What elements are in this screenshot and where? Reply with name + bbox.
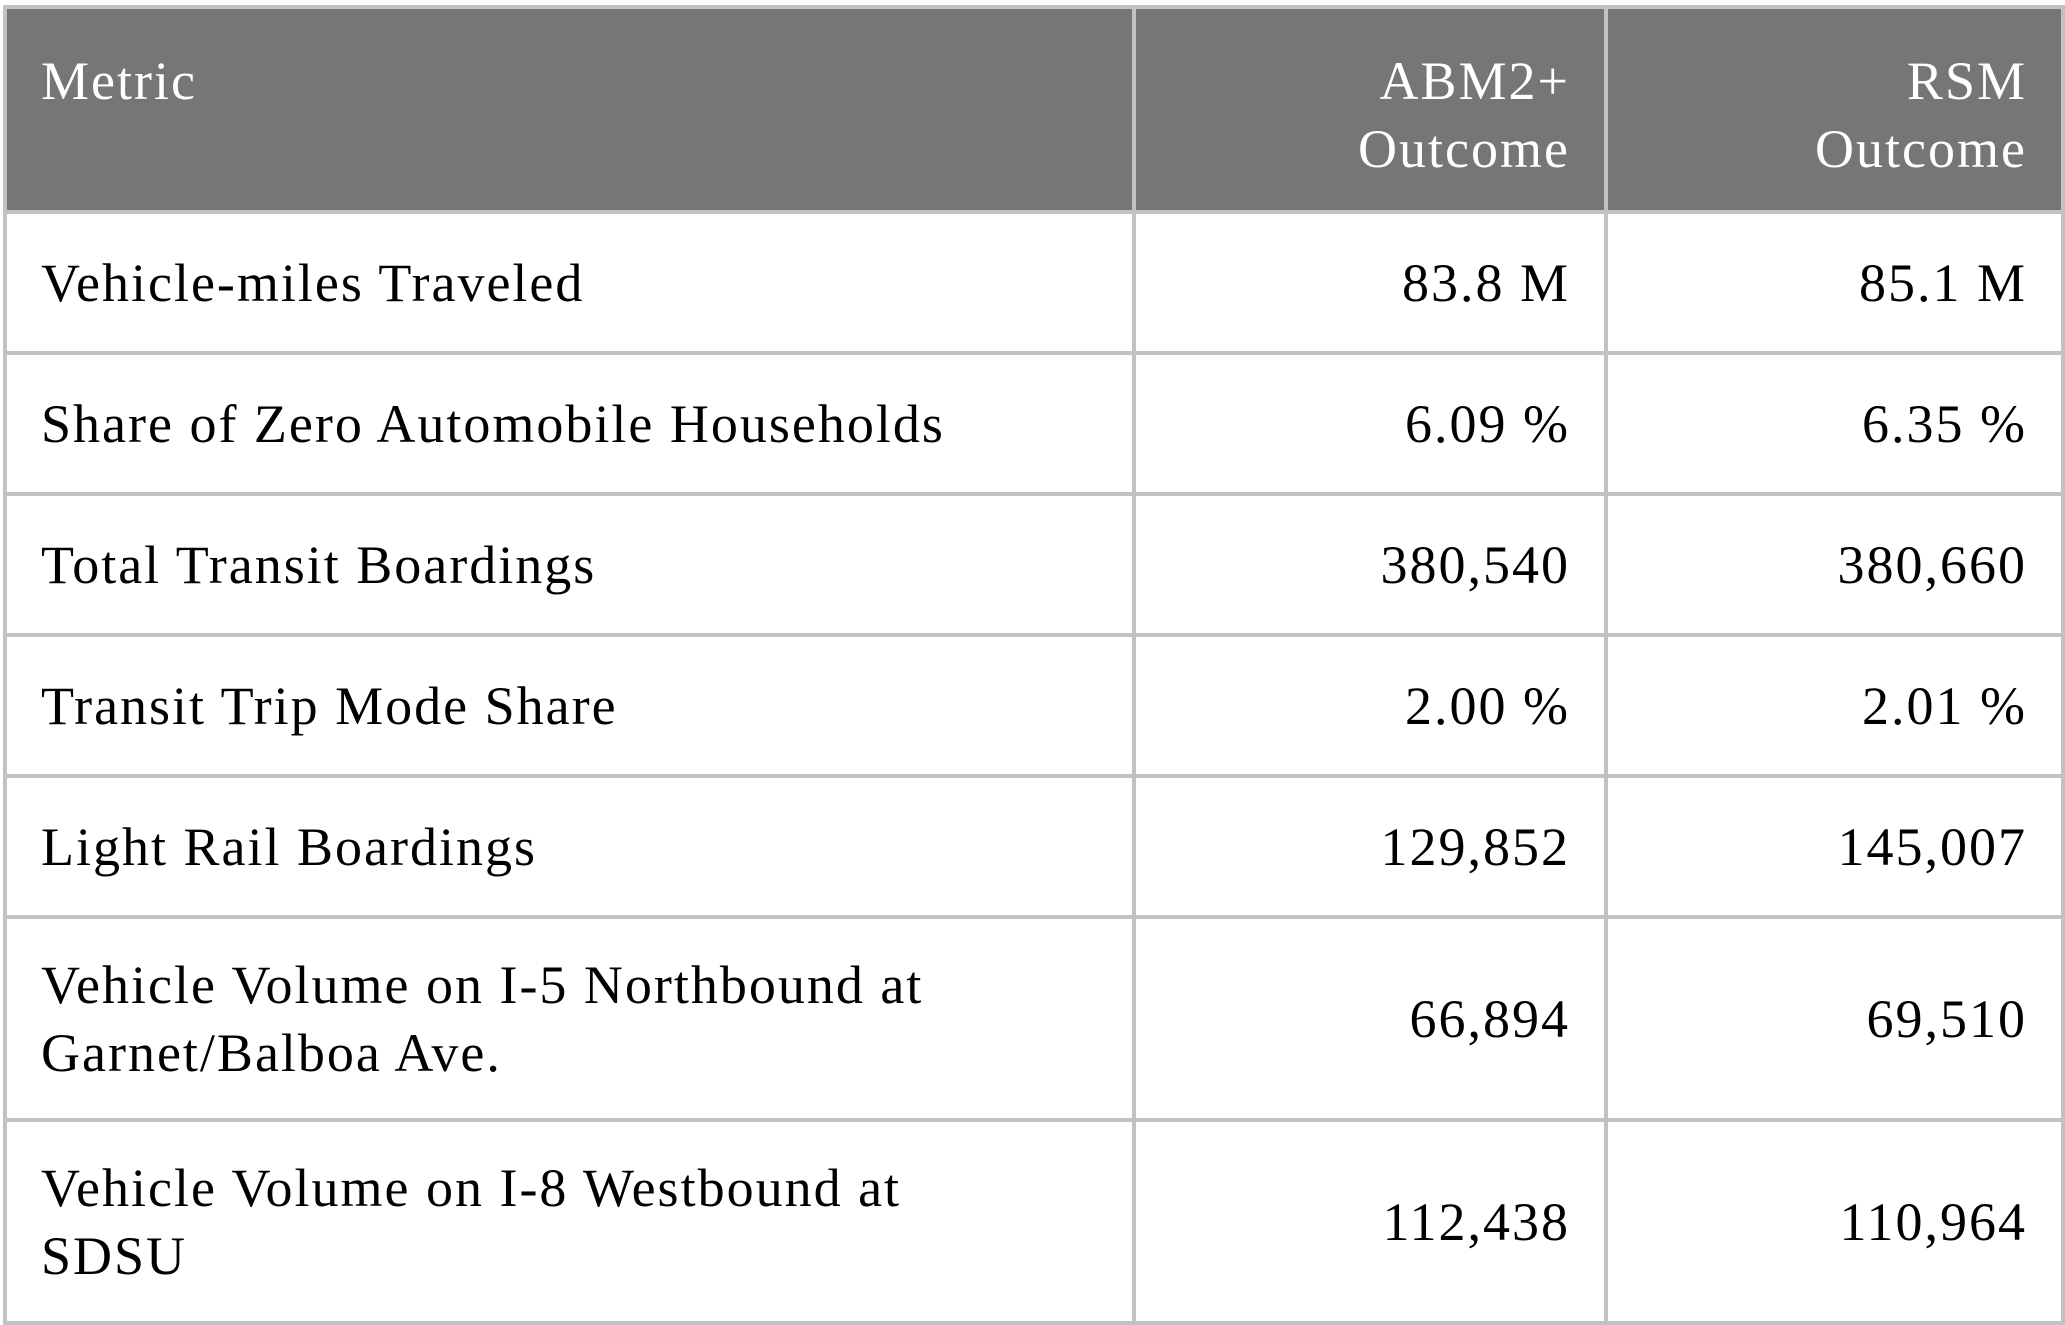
metric-name: Light Rail Boardings <box>41 816 537 877</box>
table-row: Vehicle Volume on I-5 Northbound at Garn… <box>3 915 2065 1122</box>
abm-value-cell: 66,894 <box>1132 915 1608 1122</box>
header-metric-label: Metric <box>41 51 197 111</box>
header-row: Metric ABM2+ Outcome RSM Outcome <box>3 5 2065 214</box>
metric-name-line-1: Vehicle Volume on I-5 Northbound at <box>41 954 924 1015</box>
metric-name-cell: Total Transit Boardings <box>3 492 1136 637</box>
abm-value-cell: 129,852 <box>1132 774 1608 919</box>
abm-value-cell: 2.00 % <box>1132 633 1608 778</box>
table-body: Vehicle-miles Traveled 83.8 M 85.1 M Sha… <box>3 210 2065 1325</box>
rsm-value-cell: 85.1 M <box>1604 210 2065 355</box>
metric-name-cell: Vehicle Volume on I-5 Northbound at Garn… <box>3 915 1136 1122</box>
metric-name-line-2: Garnet/Balboa Ave. <box>41 1022 502 1083</box>
rsm-value-cell: 69,510 <box>1604 915 2065 1122</box>
header-abm-outcome: ABM2+ Outcome <box>1132 5 1608 214</box>
header-metric: Metric <box>3 5 1136 214</box>
metric-name: Transit Trip Mode Share <box>41 675 618 736</box>
metric-name: Share of Zero Automobile Households <box>41 393 945 454</box>
rsm-value-cell: 6.35 % <box>1604 351 2065 496</box>
abm-value-cell: 112,438 <box>1132 1118 1608 1325</box>
metrics-table-container: Metric ABM2+ Outcome RSM Outcome Vehicle… <box>3 5 2065 1325</box>
metric-name-cell: Vehicle Volume on I-8 Westbound at SDSU <box>3 1118 1136 1325</box>
metric-name: Total Transit Boardings <box>41 534 597 595</box>
header-abm-line-1: ABM2+ <box>1379 51 1570 111</box>
rsm-value-cell: 145,007 <box>1604 774 2065 919</box>
table-row: Light Rail Boardings 129,852 145,007 <box>3 774 2065 919</box>
header-abm-line-2: Outcome <box>1358 119 1570 179</box>
abm-value-cell: 6.09 % <box>1132 351 1608 496</box>
metric-name-cell: Share of Zero Automobile Households <box>3 351 1136 496</box>
metric-name-cell: Vehicle-miles Traveled <box>3 210 1136 355</box>
metrics-comparison-table: Metric ABM2+ Outcome RSM Outcome Vehicle… <box>3 5 2065 1325</box>
abm-value-cell: 83.8 M <box>1132 210 1608 355</box>
table-header: Metric ABM2+ Outcome RSM Outcome <box>3 5 2065 214</box>
abm-value-cell: 380,540 <box>1132 492 1608 637</box>
table-row: Total Transit Boardings 380,540 380,660 <box>3 492 2065 637</box>
metric-name: Vehicle-miles Traveled <box>41 252 585 313</box>
rsm-value-cell: 380,660 <box>1604 492 2065 637</box>
table-row: Transit Trip Mode Share 2.00 % 2.01 % <box>3 633 2065 778</box>
header-rsm-line-1: RSM <box>1906 51 2027 111</box>
metric-name-line-1: Vehicle Volume on I-8 Westbound at <box>41 1157 902 1218</box>
rsm-value-cell: 2.01 % <box>1604 633 2065 778</box>
header-rsm-outcome: RSM Outcome <box>1604 5 2065 214</box>
table-row: Vehicle Volume on I-8 Westbound at SDSU … <box>3 1118 2065 1325</box>
rsm-value-cell: 110,964 <box>1604 1118 2065 1325</box>
table-row: Vehicle-miles Traveled 83.8 M 85.1 M <box>3 210 2065 355</box>
metric-name-line-2: SDSU <box>41 1225 188 1286</box>
metric-name-cell: Light Rail Boardings <box>3 774 1136 919</box>
metric-name-cell: Transit Trip Mode Share <box>3 633 1136 778</box>
header-rsm-line-2: Outcome <box>1815 119 2027 179</box>
table-row: Share of Zero Automobile Households 6.09… <box>3 351 2065 496</box>
